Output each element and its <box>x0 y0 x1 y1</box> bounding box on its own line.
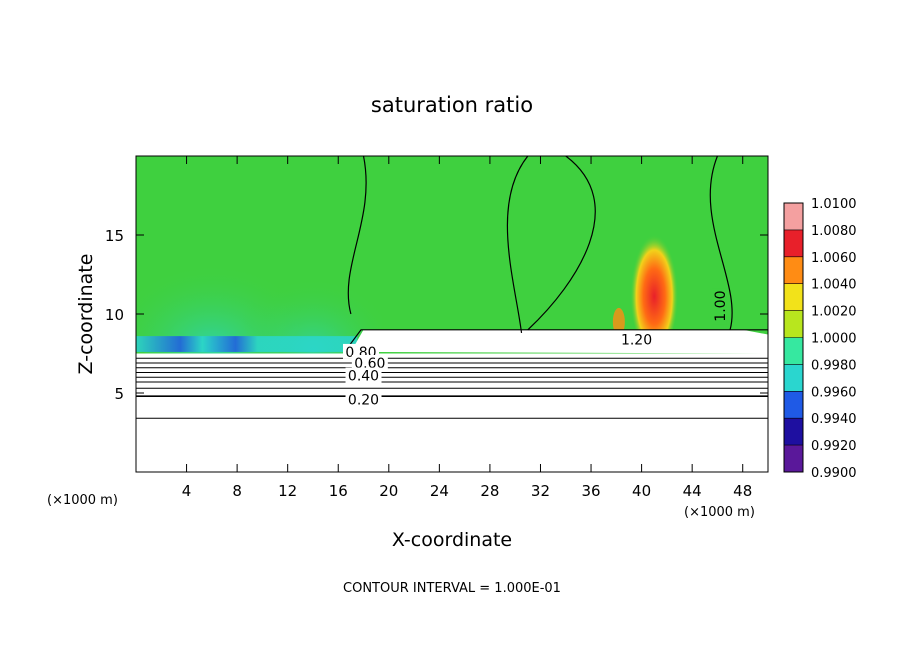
x-tick-label: 12 <box>278 482 297 500</box>
contour-label-background <box>345 367 382 383</box>
colorbar-swatch <box>784 256 803 284</box>
contour-line-1-00 <box>527 156 596 331</box>
x-tick-label: 20 <box>379 482 398 500</box>
y-tick-label: 15 <box>105 227 124 245</box>
contour-label-background <box>351 354 388 370</box>
colorbar-swatch <box>784 203 803 230</box>
colorbar-label: 0.9980 <box>811 358 857 373</box>
x-axis-label: X-coordinate <box>392 529 512 551</box>
colorbar-swatch <box>784 445 803 472</box>
colorbar-label: 1.0040 <box>811 278 857 293</box>
colorbar-label: 0.9900 <box>811 466 857 481</box>
field-hotspot <box>630 228 679 353</box>
x-tick-label: 36 <box>581 482 600 500</box>
colorbar-swatch <box>784 310 803 338</box>
chart-title: saturation ratio <box>371 93 533 117</box>
colorbar-swatch <box>784 364 803 392</box>
x-tick-label: 24 <box>430 482 449 500</box>
field-lower-region <box>136 353 768 472</box>
colorbar-swatch <box>784 391 803 419</box>
y-tick-label: 10 <box>105 306 124 324</box>
colorbar-label: 1.0020 <box>811 305 857 320</box>
field-cloud-region <box>350 329 768 354</box>
x-tick-label: 40 <box>632 482 651 500</box>
contour-label-background <box>345 391 382 407</box>
x-axis: 4 8 12 16 20 24 28 32 36 40 44 48 <box>182 156 752 500</box>
colorbar-swatch <box>784 418 803 446</box>
contour-line-1-00 <box>347 156 367 315</box>
field-hotspot-small <box>612 307 625 336</box>
x-tick-label: 28 <box>480 482 499 500</box>
x-tick-label: 4 <box>182 482 192 500</box>
x-tick-label: 44 <box>683 482 702 500</box>
contour-line-1-00 <box>709 156 733 330</box>
contour-label-background <box>711 288 727 325</box>
colorbar-label: 0.9960 <box>811 385 857 400</box>
colorbar: 0.9900 0.9920 0.9940 0.9960 0.9980 1.0000 1.00… <box>783 197 857 481</box>
contour-label-background <box>618 331 655 347</box>
y-axis: 5 10 15 <box>105 227 768 403</box>
contour-interval-note: CONTOUR INTERVAL = 1.000E-01 <box>343 581 561 596</box>
colorbar-label: 1.0100 <box>811 197 857 212</box>
colorbar-swatch <box>784 283 803 311</box>
colorbar-label: 0.9920 <box>811 439 857 454</box>
field-low-band <box>136 336 358 352</box>
contour-label: 1.00 <box>713 291 729 322</box>
x-tick-label: 32 <box>531 482 550 500</box>
colorbar-swatch <box>784 229 803 257</box>
plot-area: 1.001.200.800.600.400.20 <box>136 156 768 472</box>
contour-label: 0.40 <box>348 369 379 385</box>
colorbar-swatch <box>784 337 803 365</box>
colorbar-label: 1.0000 <box>811 332 857 347</box>
colorbar-label: 1.0080 <box>811 224 857 239</box>
x-unit-right: (×1000 m) <box>684 505 755 520</box>
x-tick-label: 48 <box>733 482 752 500</box>
contour-label: 0.20 <box>348 392 379 408</box>
y-tick-label: 5 <box>114 385 124 403</box>
contour-label: 1.20 <box>621 332 652 348</box>
x-tick-label: 8 <box>232 482 242 500</box>
x-unit-left: (×1000 m) <box>47 493 118 508</box>
y-axis-label: Z-coordinate <box>75 254 97 375</box>
colorbar-label: 0.9940 <box>811 412 857 427</box>
colorbar-label: 1.0060 <box>811 251 857 266</box>
contour-line-1-00 <box>506 156 529 334</box>
x-tick-label: 16 <box>329 482 348 500</box>
